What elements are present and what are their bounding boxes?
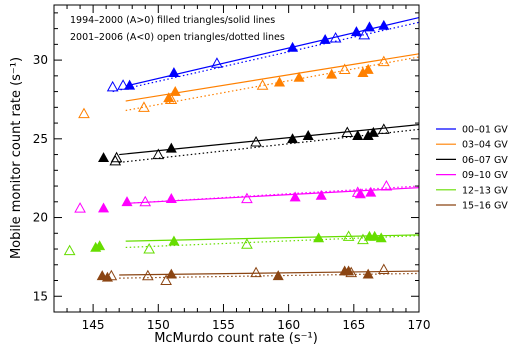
series-group bbox=[98, 123, 420, 166]
plot-marks bbox=[63, 17, 420, 286]
open-triangle-point bbox=[241, 238, 253, 249]
filled-triangle-point bbox=[272, 270, 284, 281]
filled-triangle-point bbox=[165, 142, 177, 153]
filled-triangle-point bbox=[94, 240, 106, 251]
open-triangle-point bbox=[152, 148, 165, 160]
open-triangle-point bbox=[342, 230, 355, 241]
open-triangle-point bbox=[338, 63, 351, 75]
open-triangle-point bbox=[139, 195, 152, 207]
annotation-solid: 1994–2000 (A>0) filled triangles/solid l… bbox=[70, 15, 275, 26]
x-tick-label: 170 bbox=[408, 318, 431, 332]
x-axis-title: McMurdo count rate (s⁻¹) bbox=[154, 331, 318, 346]
y-tick-label: 20 bbox=[33, 211, 48, 225]
plot-frame bbox=[53, 4, 420, 313]
fit-line-dotted bbox=[112, 21, 420, 93]
open-triangle-point bbox=[241, 192, 253, 204]
open-triangle-point bbox=[250, 135, 262, 147]
open-triangle-point bbox=[63, 244, 76, 256]
y-tick-label: 15 bbox=[33, 289, 48, 303]
legend-label: 06–07 GV bbox=[462, 155, 508, 166]
filled-triangle-point bbox=[274, 76, 286, 87]
filled-triangle-point bbox=[326, 68, 338, 79]
filled-triangle-point bbox=[319, 34, 331, 44]
open-triangle-point bbox=[256, 79, 269, 90]
open-triangle-point bbox=[106, 80, 119, 92]
axis-ticks: 145 150 155 160 165 170 15 20 25 30 bbox=[33, 5, 431, 332]
filled-triangle-point bbox=[289, 191, 301, 202]
open-triangle-point bbox=[250, 266, 262, 278]
open-triangle-point bbox=[117, 79, 129, 90]
x-tick-label: 145 bbox=[82, 318, 105, 332]
filled-triangle-point bbox=[101, 271, 113, 282]
filled-triangle-point bbox=[354, 188, 366, 199]
open-triangle-point bbox=[377, 263, 390, 274]
filled-triangle-point bbox=[362, 268, 374, 279]
filled-triangle-point bbox=[363, 21, 375, 32]
series-group bbox=[63, 230, 420, 256]
open-triangle-point bbox=[138, 101, 150, 112]
annotation-dotted: 2001–2006 (A<0) open triangles/dotted li… bbox=[70, 32, 285, 43]
legend-label: 03–04 GV bbox=[462, 140, 508, 151]
filled-triangle-point bbox=[375, 232, 387, 243]
filled-triangle-point bbox=[168, 67, 180, 77]
filled-triangle-point bbox=[343, 265, 355, 276]
open-triangle-point bbox=[211, 57, 223, 68]
series-group bbox=[74, 180, 420, 213]
x-tick-label: 160 bbox=[277, 318, 300, 332]
open-triangle-point bbox=[143, 242, 156, 254]
filled-triangle-point bbox=[287, 41, 299, 52]
series-group bbox=[96, 263, 420, 286]
filled-triangle-point bbox=[98, 202, 110, 213]
filled-triangle-point bbox=[367, 126, 379, 137]
open-triangle-point bbox=[380, 180, 393, 191]
legend-label: 00–01 GV bbox=[462, 125, 508, 136]
open-triangle-point bbox=[110, 151, 123, 163]
x-tick-label: 155 bbox=[212, 318, 235, 332]
filled-triangle-point bbox=[293, 71, 305, 82]
open-triangle-point bbox=[358, 28, 371, 40]
filled-triangle-point bbox=[362, 63, 374, 74]
open-triangle-point bbox=[329, 32, 342, 43]
filled-triangle-point bbox=[350, 26, 362, 37]
open-triangle-point bbox=[377, 55, 390, 67]
filled-triangle-point bbox=[287, 133, 299, 144]
filled-triangle-point bbox=[165, 193, 177, 203]
open-triangle-point bbox=[74, 202, 86, 213]
filled-triangle-point bbox=[121, 196, 133, 207]
filled-triangle-point bbox=[315, 189, 327, 200]
series-group bbox=[106, 17, 420, 93]
y-tick-label: 25 bbox=[33, 132, 48, 146]
open-triangle-point bbox=[341, 126, 354, 138]
filled-triangle-point bbox=[98, 152, 110, 163]
legend-label: 12–13 GV bbox=[462, 185, 508, 196]
open-triangle-point bbox=[78, 107, 90, 119]
y-axis-title: Mobile monitor count rate (s⁻¹) bbox=[9, 57, 24, 259]
fit-line-solid bbox=[119, 270, 420, 276]
fit-line-dotted bbox=[125, 56, 420, 112]
filled-triangle-point bbox=[302, 130, 314, 140]
legend: 00–01 GV 03–04 GV 06–07 GV 09–10 GV 12–13 GV… bbox=[436, 125, 508, 212]
x-tick-label: 165 bbox=[342, 318, 365, 332]
filled-triangle-point bbox=[124, 79, 136, 90]
x-tick-label: 150 bbox=[147, 318, 170, 332]
filled-triangle-point bbox=[163, 92, 175, 103]
filled-triangle-point bbox=[169, 85, 181, 96]
filled-triangle-point bbox=[378, 19, 390, 30]
open-triangle-point bbox=[160, 274, 172, 286]
legend-label: 09–10 GV bbox=[462, 170, 508, 181]
legend-label: 15–16 GV bbox=[462, 201, 508, 212]
open-triangle-point bbox=[142, 269, 154, 281]
filled-triangle-point bbox=[365, 186, 377, 197]
filled-triangle-point bbox=[313, 232, 325, 243]
filled-triangle-point bbox=[352, 130, 364, 140]
filled-triangle-point bbox=[168, 235, 180, 246]
fit-line-solid bbox=[125, 53, 420, 102]
open-triangle-point bbox=[377, 123, 390, 134]
filled-triangle-point bbox=[369, 230, 381, 241]
series-group bbox=[78, 53, 420, 119]
y-tick-label: 30 bbox=[33, 53, 48, 67]
filled-triangle-point bbox=[165, 268, 177, 279]
